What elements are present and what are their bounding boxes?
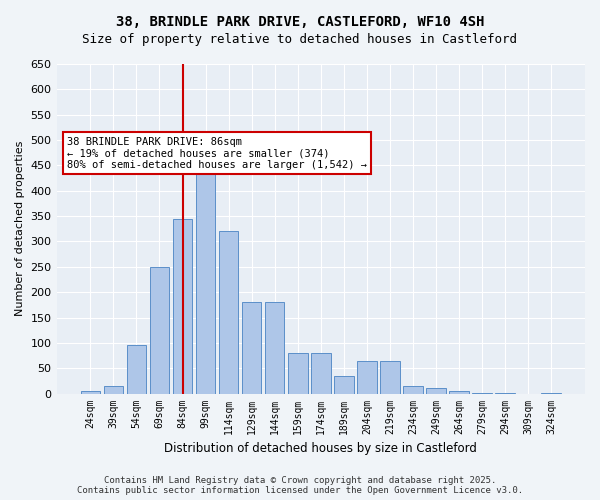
Bar [196, 132, 215, 394]
Y-axis label: Number of detached properties: Number of detached properties [15, 141, 25, 316]
Text: Contains HM Land Registry data © Crown copyright and database right 2025.
Contai: Contains HM Land Registry data © Crown c… [77, 476, 523, 495]
Bar [173, 218, 193, 394]
Bar [288, 353, 308, 394]
X-axis label: Distribution of detached houses by size in Castleford: Distribution of detached houses by size … [164, 442, 477, 455]
Bar [219, 232, 238, 394]
Bar [149, 267, 169, 394]
Bar [242, 302, 262, 394]
Text: Size of property relative to detached houses in Castleford: Size of property relative to detached ho… [83, 32, 517, 46]
Bar [380, 360, 400, 394]
Bar [104, 386, 123, 394]
Bar [496, 393, 515, 394]
Bar [127, 346, 146, 394]
Text: 38, BRINDLE PARK DRIVE, CASTLEFORD, WF10 4SH: 38, BRINDLE PARK DRIVE, CASTLEFORD, WF10… [116, 15, 484, 29]
Bar [80, 391, 100, 394]
Bar [541, 392, 561, 394]
Bar [472, 393, 492, 394]
Bar [357, 360, 377, 394]
Bar [426, 388, 446, 394]
Bar [449, 391, 469, 394]
Bar [403, 386, 423, 394]
Bar [265, 302, 284, 394]
Bar [311, 353, 331, 394]
Text: 38 BRINDLE PARK DRIVE: 86sqm
← 19% of detached houses are smaller (374)
80% of s: 38 BRINDLE PARK DRIVE: 86sqm ← 19% of de… [67, 136, 367, 170]
Bar [334, 376, 353, 394]
